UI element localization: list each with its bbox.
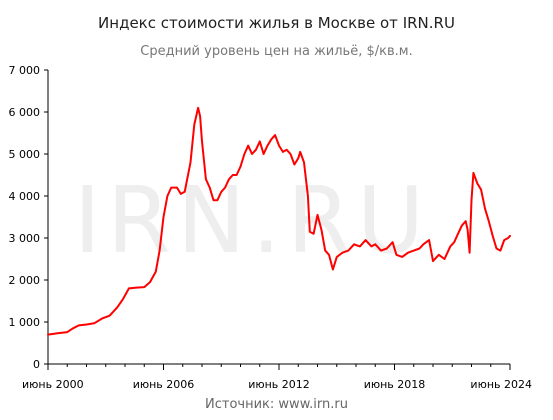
x-tick-label: июнь 2012: [248, 378, 310, 391]
x-tick-label: июнь 2006: [133, 378, 195, 391]
x-tick-label: июнь 2000: [22, 378, 84, 391]
source-note: Источник: www.irn.ru: [205, 397, 348, 412]
x-tick-label: июнь 2018: [364, 378, 426, 391]
y-tick-label: 4 000: [9, 190, 41, 203]
y-tick-label: 5 000: [9, 148, 41, 161]
x-tick-label: июнь 2024: [470, 378, 532, 391]
watermark-text: IRN.RU: [74, 167, 430, 274]
series-line: [47, 106, 511, 336]
y-tick-label: 6 000: [9, 106, 41, 119]
y-tick-label: 7 000: [9, 64, 41, 77]
y-tick-label: 2 000: [9, 274, 41, 287]
chart-subtitle: Средний уровень цен на жильё, $/кв.м.: [140, 44, 413, 59]
y-tick-label: 0: [33, 358, 40, 371]
chart-title: Индекс стоимости жилья в Москве от IRN.R…: [98, 14, 455, 32]
y-tick-label: 1 000: [9, 316, 41, 329]
y-tick-label: 3 000: [9, 232, 41, 245]
